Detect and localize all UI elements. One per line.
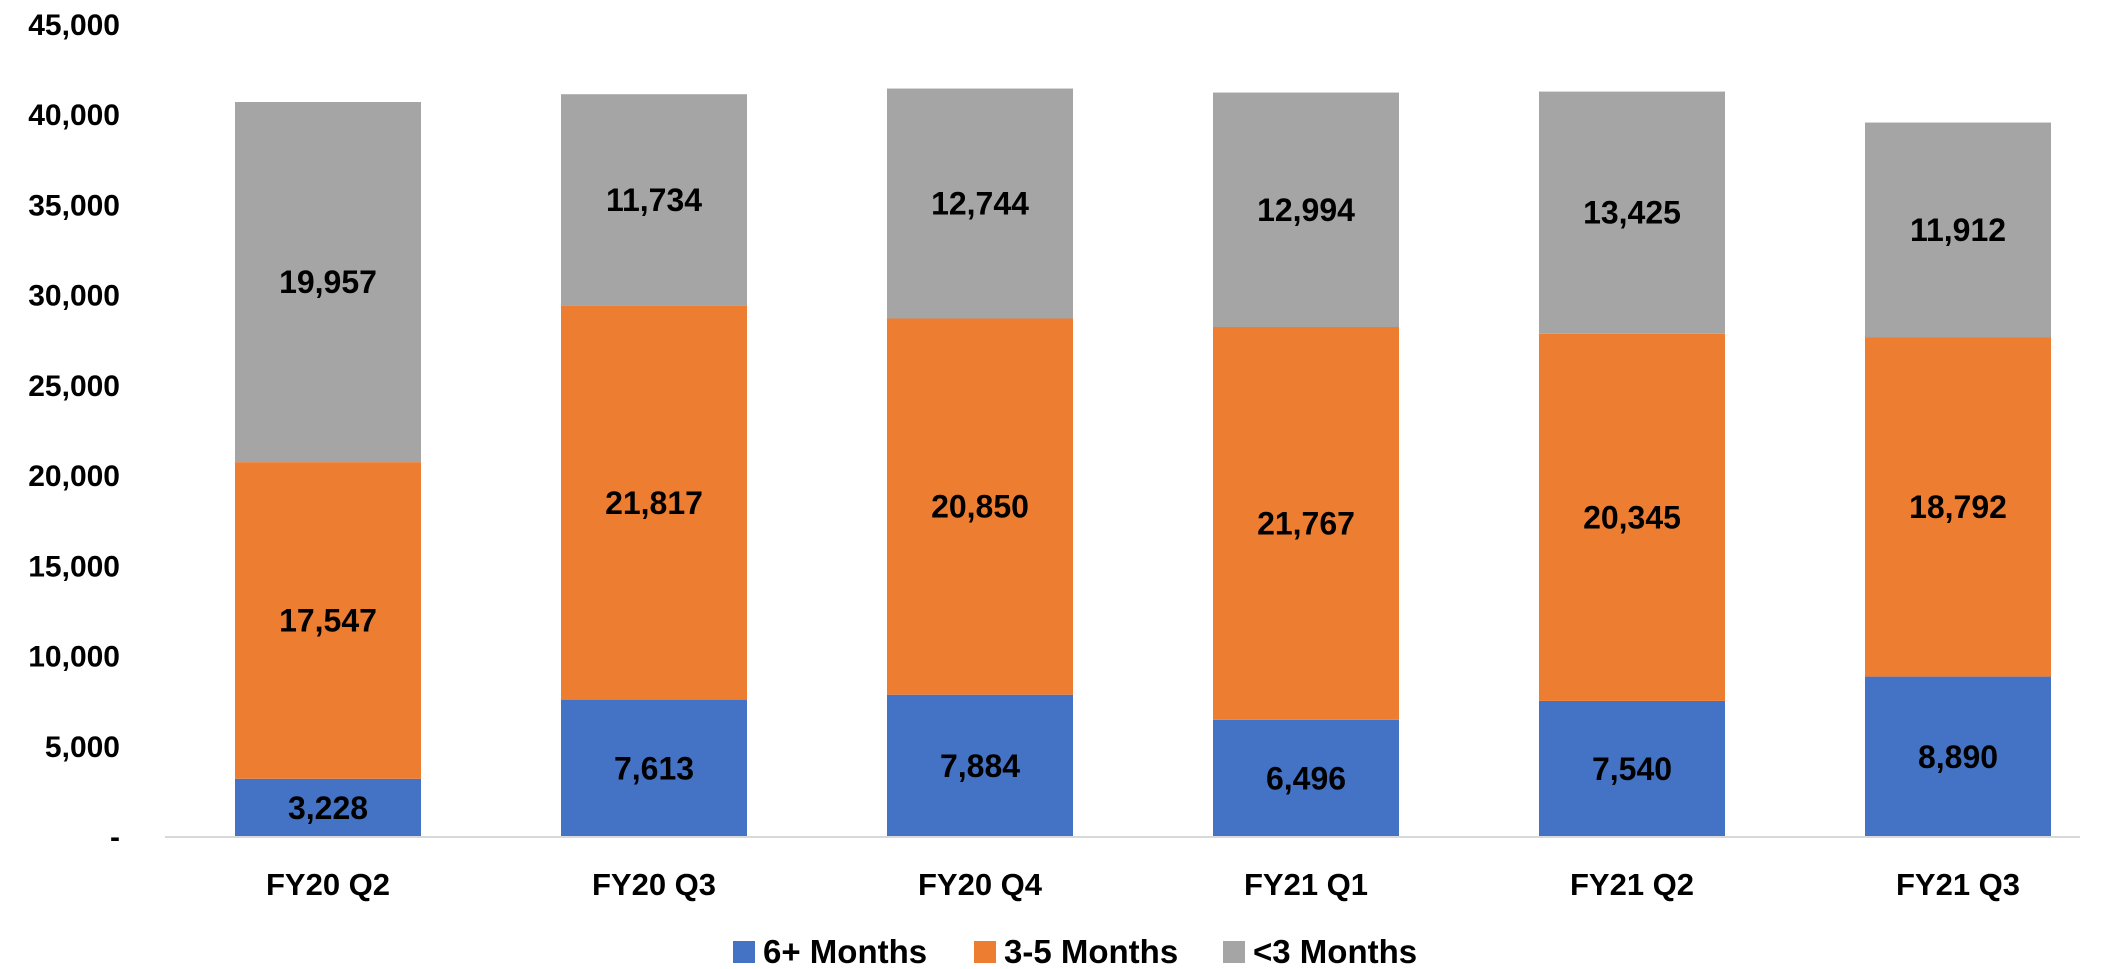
x-tick-label: FY21 Q1 [1244, 867, 1368, 902]
legend-item: 6+ Months [733, 933, 927, 969]
data-label: 20,850 [931, 489, 1029, 525]
bar-segment [1865, 122, 2051, 338]
data-label: 12,994 [1257, 192, 1355, 228]
y-tick-label: 15,000 [28, 550, 120, 583]
data-label: 17,547 [279, 602, 377, 638]
data-label: 7,613 [614, 750, 694, 786]
bar-segment [235, 462, 421, 779]
data-label: 7,540 [1592, 751, 1672, 787]
data-label: 7,884 [940, 748, 1020, 784]
data-label: 21,817 [605, 485, 703, 521]
bars: 3,228 17,547 19,957 7,613 21,817 11,734 7,884 2… [235, 88, 2051, 837]
data-label: 12,744 [931, 186, 1029, 222]
x-tick-label: FY20 Q3 [592, 867, 716, 902]
data-label: 13,425 [1583, 195, 1681, 231]
legend-swatch [974, 941, 996, 963]
data-label: 3,228 [288, 790, 368, 826]
bar-segment [561, 699, 747, 837]
bar-segment [561, 305, 747, 700]
legend-item: 3-5 Months [974, 933, 1178, 969]
x-tick-label: FY21 Q2 [1570, 867, 1694, 902]
bar-segment [887, 88, 1073, 319]
x-tick-label: FY20 Q4 [918, 867, 1043, 902]
bar-segment [235, 778, 421, 837]
legend-swatch [1223, 941, 1245, 963]
legend: 6+ Months 3-5 Months <3 Months [733, 933, 1417, 969]
bar-segment [1539, 333, 1725, 701]
legend-label: 3-5 Months [1004, 933, 1178, 969]
y-tick-label: 25,000 [28, 370, 120, 403]
bar-segment [1865, 337, 2051, 677]
data-label: 20,345 [1583, 499, 1681, 535]
y-tick-label: 30,000 [28, 280, 120, 313]
legend-label: <3 Months [1253, 933, 1417, 969]
y-tick-label: 5,000 [45, 731, 120, 764]
bar-segment [561, 94, 747, 306]
bar-segment [1539, 91, 1725, 334]
bar-segment [1865, 676, 2051, 837]
y-tick-label: 35,000 [28, 189, 120, 222]
bar-segment [1213, 719, 1399, 837]
data-label: 18,792 [1909, 489, 2007, 525]
data-label: 8,890 [1918, 739, 1998, 775]
legend-swatch [733, 941, 755, 963]
data-label: 21,767 [1257, 505, 1355, 541]
x-tick-label: FY21 Q3 [1896, 867, 2020, 902]
y-tick-label: 10,000 [28, 641, 120, 674]
data-label: 19,957 [279, 264, 377, 300]
bar-segment [887, 318, 1073, 695]
y-tick-label: 40,000 [28, 99, 120, 132]
legend-label: 6+ Months [763, 933, 927, 969]
bar-segment [1213, 92, 1399, 328]
bar-segment [1213, 327, 1399, 720]
bar-segment [1539, 700, 1725, 837]
legend-item: <3 Months [1223, 933, 1417, 969]
bar-segment [235, 102, 421, 463]
x-axis: FY20 Q2 FY20 Q3 FY20 Q4 FY21 Q1 FY21 Q2 FY21 … [266, 867, 2020, 902]
y-tick-label: 20,000 [28, 460, 120, 493]
y-tick-label: 45,000 [28, 9, 120, 42]
data-label: 11,912 [1910, 212, 2006, 248]
y-axis: - 5,000 10,000 15,000 20,000 25,000 30,000 35,0… [28, 9, 120, 854]
data-label: 6,496 [1266, 760, 1346, 796]
x-tick-label: FY20 Q2 [266, 867, 390, 902]
bar-segment [887, 694, 1073, 837]
data-label: 11,734 [606, 182, 702, 218]
y-tick-label: - [110, 821, 120, 854]
